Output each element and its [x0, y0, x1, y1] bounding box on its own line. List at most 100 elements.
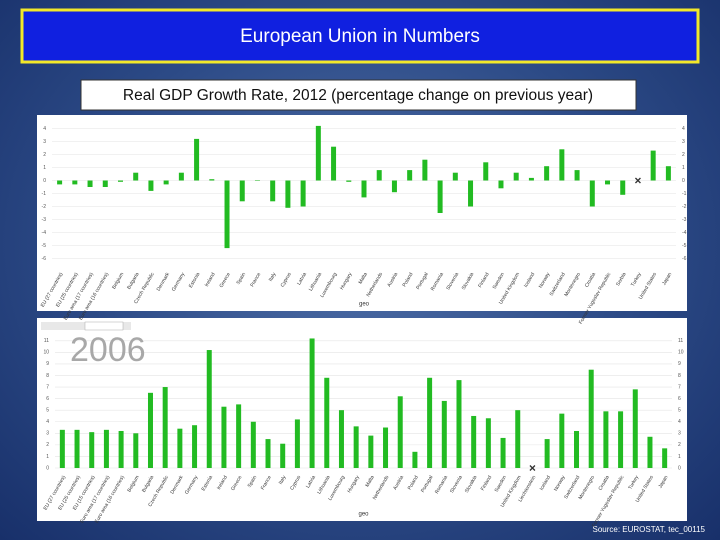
- bar: [528, 177, 534, 181]
- bar: [192, 425, 198, 468]
- bar: [427, 377, 433, 468]
- bar: [254, 180, 260, 181]
- x-tick-label: Italy: [268, 271, 278, 282]
- bar: [315, 125, 321, 181]
- bar: [647, 436, 653, 468]
- y-tick-label: 2: [46, 442, 49, 448]
- subtitle-box: [80, 79, 637, 111]
- x-axis-title: geo: [358, 512, 369, 518]
- bar: [605, 180, 611, 185]
- y-tick-label: 1: [682, 165, 685, 171]
- y-tick-label: 9: [678, 361, 681, 367]
- y-tick-label: 3: [46, 431, 49, 437]
- annotation: 2006: [70, 331, 146, 369]
- y-tick-label: 11: [44, 338, 49, 344]
- bar: [485, 418, 491, 468]
- bar: [574, 430, 580, 468]
- bar: [456, 380, 462, 468]
- y-tick-label: 5: [46, 408, 49, 414]
- chart-panel: [37, 115, 687, 311]
- bar: [588, 369, 594, 468]
- y-tick-label: 2: [678, 442, 681, 448]
- bar: [177, 428, 183, 468]
- bar: [452, 172, 458, 181]
- bar: [163, 180, 169, 185]
- y-tick-label: 4: [682, 126, 685, 132]
- y-tick-label: -4: [682, 230, 687, 236]
- y-tick-label: 3: [43, 139, 46, 145]
- y-tick-label: -2: [682, 204, 687, 210]
- bar: [589, 180, 595, 207]
- bar: [133, 172, 139, 181]
- x-tick-label: Latvia: [305, 474, 317, 489]
- y-tick-label: 1: [678, 454, 681, 460]
- x-tick-label: Spain: [236, 271, 248, 285]
- y-tick-label: 6: [678, 396, 681, 402]
- y-tick-label: 4: [678, 419, 681, 425]
- y-tick-label: -5: [42, 243, 47, 249]
- y-tick-label: 10: [43, 350, 49, 356]
- y-tick-label: 3: [678, 431, 681, 437]
- subtitle: Real GDP Growth Rate, 2012 (percentage c…: [123, 87, 593, 104]
- y-tick-label: -1: [682, 191, 687, 197]
- bar: [544, 439, 550, 468]
- y-tick-label: 6: [46, 396, 49, 402]
- slide-title: European Union in Numbers: [240, 26, 480, 47]
- bar: [383, 427, 389, 468]
- bar: [650, 150, 656, 181]
- bar: [309, 338, 315, 468]
- bar: [117, 180, 123, 182]
- bar: [665, 166, 671, 181]
- bar: [102, 180, 108, 187]
- y-tick-label: 10: [678, 350, 684, 356]
- bar: [331, 146, 337, 181]
- bar: [265, 439, 271, 468]
- bar: [559, 413, 565, 468]
- bar: [361, 180, 367, 198]
- y-tick-label: -6: [682, 256, 687, 262]
- bar: [471, 415, 477, 468]
- y-tick-label: -1: [42, 191, 47, 197]
- bar: [346, 180, 352, 182]
- bar: [178, 172, 184, 181]
- bar: [407, 170, 413, 181]
- bar: [74, 429, 80, 468]
- y-tick-label: 2: [43, 152, 46, 158]
- x-axis-title: geo: [359, 302, 370, 308]
- bar: [239, 180, 245, 202]
- y-tick-label: 4: [46, 419, 49, 425]
- bar: [368, 435, 374, 468]
- source-note: Source: EUROSTAT, tec_00115: [593, 525, 706, 534]
- bar: [162, 387, 168, 468]
- bar: [87, 180, 93, 187]
- title-box: [20, 8, 700, 64]
- y-tick-label: -2: [42, 204, 47, 210]
- bar: [397, 396, 403, 468]
- bar: [574, 170, 580, 181]
- bar: [441, 400, 447, 468]
- bar: [618, 411, 624, 468]
- bar: [376, 170, 382, 181]
- y-tick-label: 8: [46, 373, 49, 379]
- bar: [224, 180, 230, 249]
- bar: [300, 180, 306, 207]
- bar: [632, 389, 638, 468]
- y-tick-label: 0: [678, 465, 681, 471]
- missing-marker: [634, 177, 641, 184]
- y-tick-label: -3: [682, 217, 687, 223]
- bar: [285, 180, 291, 208]
- bar: [500, 437, 506, 468]
- x-tick-label: Latvia: [296, 271, 308, 286]
- bar: [498, 180, 504, 189]
- bar: [236, 404, 242, 468]
- y-tick-label: -5: [682, 243, 687, 249]
- missing-marker: [529, 465, 536, 471]
- x-tick-label: Malta: [364, 474, 375, 488]
- bar: [59, 429, 65, 468]
- bar: [148, 180, 154, 191]
- bar: [662, 448, 668, 468]
- bar: [353, 426, 359, 468]
- y-tick-label: 7: [678, 384, 681, 390]
- y-tick-label: 9: [46, 361, 49, 367]
